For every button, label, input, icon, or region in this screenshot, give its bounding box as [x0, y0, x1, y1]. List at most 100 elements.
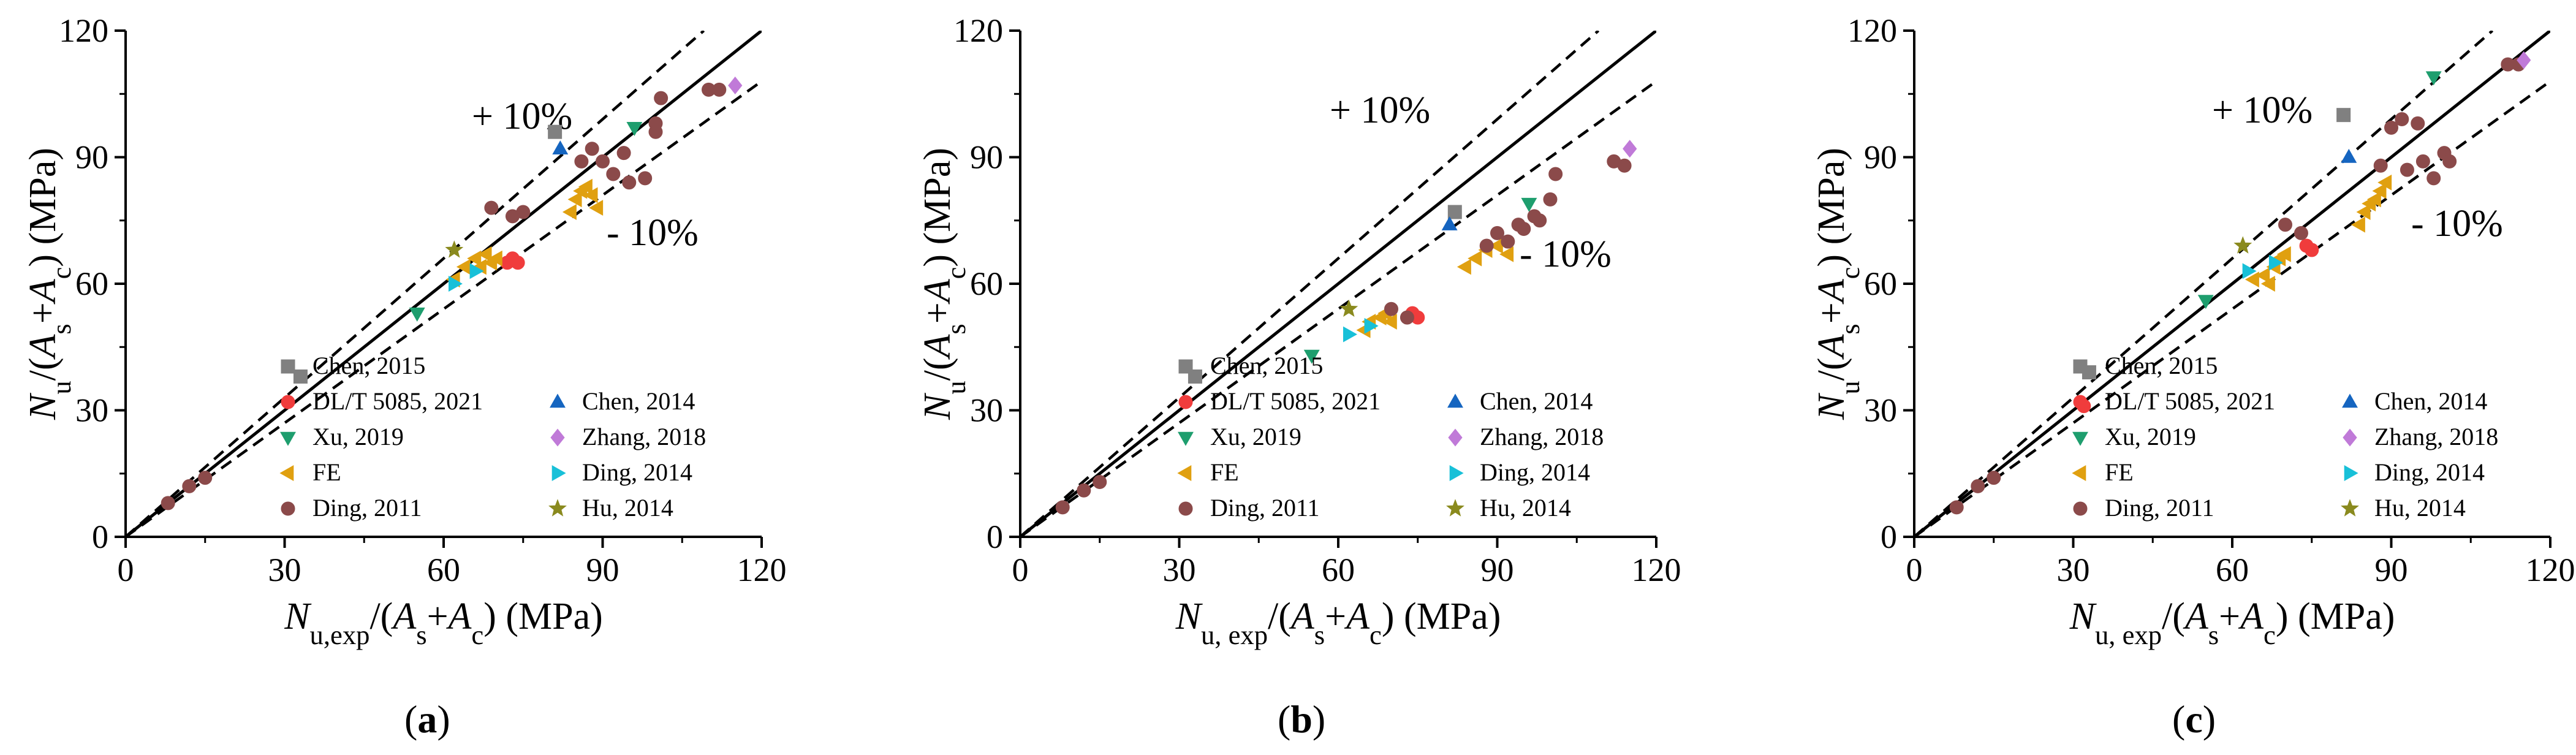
y-tick-label: 120	[59, 12, 108, 49]
x-tick-label: 0	[118, 552, 134, 588]
series-hu-2014	[445, 240, 464, 258]
legend-item-dl-t-5085-2021: DL/T 5085, 2021	[2073, 387, 2275, 415]
x-tick-label: 90	[1481, 552, 1514, 588]
data-point	[1987, 471, 2001, 485]
legend-marker	[550, 393, 566, 408]
data-point	[1532, 213, 1547, 228]
legend-marker	[1178, 501, 1193, 516]
legend-label: Zhang, 2018	[582, 423, 706, 450]
annotation-minus-10: - 10%	[2411, 203, 2503, 245]
legend-label: Chen, 2014	[1480, 387, 1593, 415]
legend-item-ding-2011: Ding, 2011	[1178, 494, 1320, 522]
series-chen-2015	[293, 124, 563, 384]
series-chen-2014	[552, 140, 569, 155]
legend-marker	[281, 501, 295, 516]
data-point	[574, 154, 589, 169]
legend-marker	[280, 431, 296, 446]
legend-label: Ding, 2014	[1480, 458, 1590, 486]
x-tick-label: 0	[1012, 552, 1029, 588]
panel-label: (b)	[1278, 697, 1325, 741]
data-point	[293, 369, 308, 384]
legend-label: Ding, 2014	[2374, 458, 2485, 486]
y-tick-label: 0	[987, 518, 1003, 555]
data-point	[548, 124, 563, 139]
legend-label: Zhang, 2018	[1480, 423, 1604, 450]
legend-marker	[2344, 465, 2358, 481]
data-point	[1548, 167, 1563, 181]
data-point	[1479, 238, 1494, 253]
data-point	[2245, 271, 2259, 288]
series-ding-2011	[1949, 57, 2526, 515]
legend-label: Xu, 2019	[1210, 423, 1301, 450]
y-tick-label: 30	[970, 392, 1003, 429]
data-point	[1521, 197, 1537, 212]
data-point	[1077, 483, 1091, 498]
x-tick-label: 60	[2216, 552, 2249, 588]
data-point	[626, 122, 643, 136]
y-tick-label: 60	[970, 265, 1003, 302]
data-point	[2233, 236, 2252, 254]
panel-c: 0 30 60 90 120 0 30 60 90 120 Nu, exp/(As+Ac) (MPa…	[1811, 12, 2575, 741]
data-point	[1617, 158, 1632, 173]
x-tick-label: 120	[2526, 552, 2575, 588]
legend-label: FE	[2105, 458, 2134, 486]
y-tick-label: 60	[75, 265, 108, 302]
legend-item-dl-t-5085-2021: DL/T 5085, 2021	[281, 387, 483, 415]
panel-label: (c)	[2172, 697, 2216, 741]
data-point	[2260, 276, 2275, 292]
legend-item-chen-2014: Chen, 2014	[2342, 387, 2487, 415]
data-point	[638, 171, 653, 186]
x-tick-label: 60	[1322, 552, 1355, 588]
x-tick-label: 60	[427, 552, 460, 588]
legend-label: Chen, 2014	[582, 387, 695, 415]
data-point	[606, 167, 621, 181]
x-tick-label: 90	[586, 552, 619, 588]
series-zhang-2018	[1623, 140, 1637, 158]
data-point	[2356, 204, 2371, 220]
line-plus-10-percent	[1914, 31, 2494, 537]
legend-marker	[281, 395, 295, 409]
legend-item-xu-2019: Xu, 2019	[2072, 423, 2196, 450]
data-point	[562, 204, 577, 220]
series-chen-2014	[1441, 216, 1458, 230]
legend-marker	[2073, 501, 2088, 516]
data-point	[616, 146, 631, 161]
data-point	[589, 200, 604, 216]
y-axis-label: Nu/(As+Ac) (MPa)	[917, 148, 971, 420]
y-tick-label: 90	[1864, 139, 1897, 176]
data-point	[2276, 246, 2291, 262]
data-point	[2305, 243, 2319, 257]
legend-marker	[1178, 431, 1194, 446]
data-point	[583, 187, 598, 203]
data-point	[2517, 51, 2531, 69]
data-point	[2294, 226, 2308, 240]
data-point	[712, 82, 727, 97]
data-point	[2372, 183, 2387, 199]
series-xu-2019	[1303, 197, 1537, 364]
data-point	[552, 140, 569, 155]
data-point	[1339, 299, 1358, 317]
data-point	[198, 471, 213, 485]
data-point	[1400, 310, 1414, 325]
data-point	[2425, 71, 2442, 86]
series-hu-2014	[2233, 236, 2252, 254]
legend-marker	[2072, 431, 2088, 446]
annotation-plus-10: + 10%	[1330, 89, 1430, 131]
data-point	[2341, 148, 2357, 163]
legend-label: Xu, 2019	[313, 423, 404, 450]
data-point	[1499, 246, 1514, 262]
line-equality	[1020, 31, 1656, 537]
data-point	[567, 191, 582, 208]
data-point	[488, 250, 502, 267]
legend-label: Chen, 2015	[313, 352, 425, 379]
legend-label: FE	[1210, 458, 1239, 486]
x-axis-label: Nu, exp/(As+Ac) (MPa)	[2069, 596, 2395, 650]
legend-marker	[548, 499, 567, 517]
data-point	[648, 116, 663, 131]
line-equality	[1914, 31, 2550, 537]
legend-marker	[2073, 395, 2088, 409]
legend-marker	[1447, 393, 1463, 408]
legend-item-chen-2015: Chen, 2015	[281, 352, 425, 379]
data-point	[2242, 263, 2257, 279]
